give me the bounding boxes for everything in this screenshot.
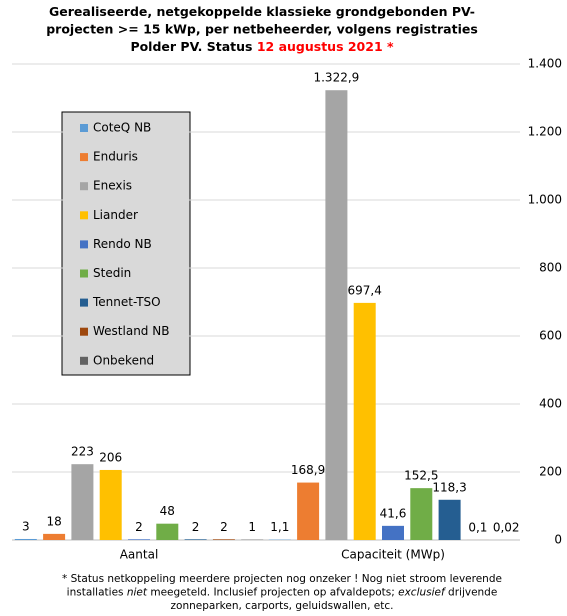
value-label: 2 xyxy=(220,520,228,534)
legend-label: Onbekend xyxy=(93,353,154,367)
chart-title: projecten >= 15 kWp, per netbeheerder, v… xyxy=(46,21,478,36)
legend-swatch xyxy=(80,211,88,220)
y-tick-label: 1.400 xyxy=(528,57,562,71)
chart-title-part: Polder PV. Status xyxy=(130,39,256,54)
value-label: 1.322,9 xyxy=(313,71,359,85)
footnote-part: drijvende xyxy=(445,587,498,599)
footnote-part: zonneparken, carports, geluidswallen, et… xyxy=(171,600,394,612)
value-label: 0,02 xyxy=(493,520,520,534)
legend-swatch xyxy=(80,153,88,162)
value-label: 223 xyxy=(71,445,94,459)
footnote: * Status netkoppeling meerdere projecten… xyxy=(62,573,502,585)
legend-swatch xyxy=(80,240,88,249)
value-label: 168,9 xyxy=(291,463,325,477)
bar xyxy=(14,538,37,540)
value-label: 697,4 xyxy=(348,283,382,297)
value-label: 1 xyxy=(248,520,256,534)
footnote-part: meegeteld. Inclusief projecten op afvald… xyxy=(147,587,398,599)
bar xyxy=(156,523,179,540)
y-tick-label: 400 xyxy=(539,397,562,411)
value-label: 152,5 xyxy=(404,469,438,483)
bar xyxy=(382,525,404,540)
value-label: 41,6 xyxy=(380,506,407,520)
value-label: 3 xyxy=(22,519,30,533)
y-tick-label: 800 xyxy=(539,261,562,275)
footnote-part: niet xyxy=(127,587,148,599)
value-label: 48 xyxy=(160,504,175,518)
bar xyxy=(43,533,66,540)
legend-swatch xyxy=(80,269,88,278)
bar xyxy=(438,499,461,540)
chart-title: Gerealiseerde, netgekoppelde klassieke g… xyxy=(49,4,475,19)
legend-label: CoteQ NB xyxy=(93,121,151,135)
bar xyxy=(99,469,122,540)
x-tick-label: Capaciteit (MWp) xyxy=(341,548,445,562)
footnote: zonneparken, carports, geluidswallen, et… xyxy=(171,600,394,612)
y-tick-label: 1.200 xyxy=(528,125,562,139)
legend-swatch xyxy=(80,298,88,307)
value-label: 0,1 xyxy=(468,520,487,534)
chart-title-part: projecten >= 15 kWp, per netbeheerder, v… xyxy=(46,21,478,36)
legend-label: Stedin xyxy=(93,266,131,280)
value-label: 2 xyxy=(135,520,143,534)
legend-label: Westland NB xyxy=(93,324,169,338)
chart-title: Polder PV. Status 12 augustus 2021 * xyxy=(130,39,394,54)
legend-label: Rendo NB xyxy=(93,237,152,251)
bar xyxy=(71,464,94,540)
value-label: 1,1 xyxy=(270,520,289,534)
footnote: installaties niet meegeteld. Inclusief p… xyxy=(67,587,498,599)
legend-swatch xyxy=(80,182,88,191)
y-tick-label: 600 xyxy=(539,329,562,343)
value-label: 118,3 xyxy=(432,480,466,494)
legend-label: Tennet-TSO xyxy=(92,295,161,309)
value-label: 2 xyxy=(192,520,200,534)
legend-label: Liander xyxy=(93,208,138,222)
y-tick-label: 200 xyxy=(539,465,562,479)
footnote-part: * Status netkoppeling meerdere projecten… xyxy=(62,573,502,585)
value-label: 18 xyxy=(46,514,61,528)
bar xyxy=(353,302,376,540)
legend-swatch xyxy=(80,356,88,365)
legend-swatch xyxy=(80,124,88,132)
legend-swatch xyxy=(80,327,88,336)
bar xyxy=(325,90,348,541)
legend-label: Enexis xyxy=(93,179,132,193)
value-label: 206 xyxy=(99,450,122,464)
bar xyxy=(212,539,235,540)
y-tick-label: 1.000 xyxy=(528,193,562,207)
chart-title-part: 12 augustus 2021 * xyxy=(257,39,394,54)
bar xyxy=(410,488,433,540)
bar xyxy=(128,539,150,540)
bar xyxy=(297,482,320,540)
chart-title-part: Gerealiseerde, netgekoppelde klassieke g… xyxy=(49,4,475,19)
footnote-part: installaties xyxy=(67,587,127,599)
x-tick-label: Aantal xyxy=(120,548,159,562)
bar xyxy=(184,539,207,540)
y-tick-label: 0 xyxy=(554,533,562,547)
footnote-part: exclusief xyxy=(398,587,447,599)
legend-label: Enduris xyxy=(93,150,138,164)
